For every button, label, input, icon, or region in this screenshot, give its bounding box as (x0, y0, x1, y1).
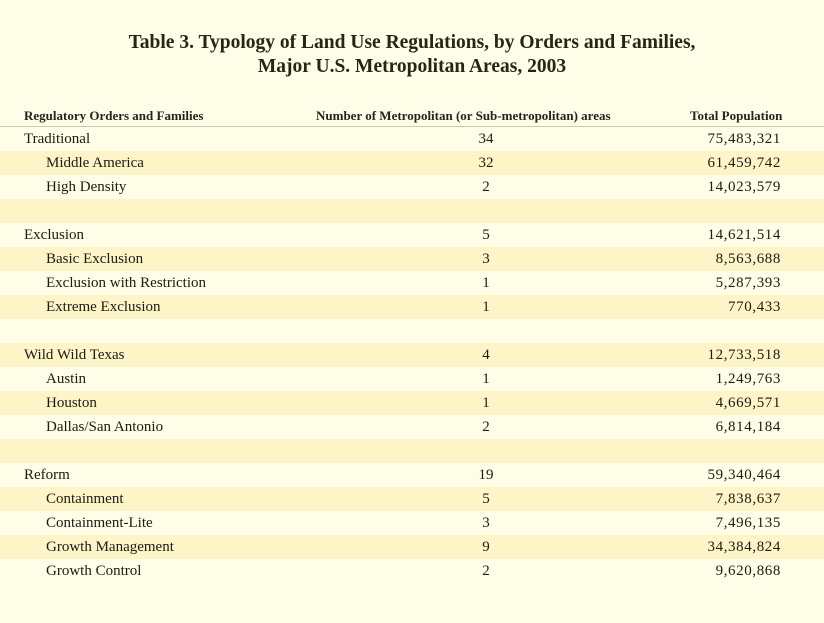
row-population: 7,496,135 (715, 515, 781, 531)
row-population: 1,249,763 (715, 371, 781, 387)
row-count: 1 (482, 275, 490, 291)
row-count: 9 (482, 539, 490, 555)
table-row-growth-control: Growth Control 2 9,620,868 (0, 559, 824, 583)
table-row-reform: Reform 19 59,340,464 (0, 463, 824, 487)
row-count: 2 (482, 563, 490, 579)
table-row-growth-management: Growth Management 9 34,384,824 (0, 535, 824, 559)
row-label: Exclusion with Restriction (46, 275, 206, 291)
table-body: Traditional 34 75,483,321 Middle America… (0, 127, 824, 583)
table-row-exclusion-with-restriction: Exclusion with Restriction 1 5,287,393 (0, 271, 824, 295)
row-count: 5 (482, 491, 490, 507)
row-population: 34,384,824 (707, 539, 781, 555)
row-label: Middle America (46, 155, 144, 171)
row-count: 3 (482, 251, 490, 267)
row-label: Dallas/San Antonio (46, 419, 164, 435)
row-population: 9,620,868 (715, 563, 781, 579)
row-count: 1 (482, 299, 490, 315)
row-count: 1 (482, 395, 490, 411)
header-number-of-areas: Number of Metropolitan (or Sub-metropoli… (316, 108, 611, 123)
row-label: Reform (24, 467, 70, 483)
table-row-wild-wild-texas: Wild Wild Texas 4 12,733,518 (0, 343, 824, 367)
row-label: Growth Management (46, 539, 174, 555)
table-title: Table 3. Typology of Land Use Regulation… (0, 31, 824, 79)
row-count: 4 (482, 347, 490, 363)
row-label: High Density (46, 179, 127, 195)
row-population: 14,023,579 (707, 179, 781, 195)
row-label: Containment-Lite (46, 515, 153, 531)
table-row-extreme-exclusion: Extreme Exclusion 1 770,433 (0, 295, 824, 319)
row-label: Exclusion (24, 227, 84, 243)
table-row-containment: Containment 5 7,838,637 (0, 487, 824, 511)
row-population: 59,340,464 (707, 467, 781, 483)
title-line-1: Table 3. Typology of Land Use Regulation… (128, 32, 696, 53)
row-count: 1 (482, 371, 490, 387)
table-row-middle-america: Middle America 32 61,459,742 (0, 151, 824, 175)
table-row-dallas-san-antonio: Dallas/San Antonio 2 6,814,184 (0, 415, 824, 439)
table-row-traditional: Traditional 34 75,483,321 (0, 127, 824, 151)
row-population: 75,483,321 (707, 131, 781, 147)
table-row-austin: Austin 1 1,249,763 (0, 367, 824, 391)
table-row-houston: Houston 1 4,669,571 (0, 391, 824, 415)
row-population: 14,621,514 (707, 227, 781, 243)
row-label: Growth Control (46, 563, 142, 579)
row-population: 770,433 (728, 299, 781, 315)
row-label: Basic Exclusion (46, 251, 144, 267)
table-row-high-density: High Density 2 14,023,579 (0, 175, 824, 199)
table-row-spacer (0, 439, 824, 463)
row-count: 2 (482, 179, 490, 195)
row-population: 61,459,742 (707, 155, 781, 171)
row-label: Extreme Exclusion (46, 299, 161, 315)
row-population: 7,838,637 (715, 491, 781, 507)
row-population: 8,563,688 (715, 251, 781, 267)
row-population: 6,814,184 (715, 419, 781, 435)
table-header: Regulatory Orders and Families Number of… (0, 106, 824, 127)
row-label: Austin (46, 371, 87, 387)
row-count: 3 (482, 515, 490, 531)
title-line-2: Major U.S. Metropolitan Areas, 2003 (257, 56, 567, 77)
header-regulatory-orders: Regulatory Orders and Families (24, 108, 204, 123)
row-label: Houston (46, 395, 97, 411)
row-label: Wild Wild Texas (24, 347, 125, 363)
row-count: 2 (482, 419, 490, 435)
table-row-containment-lite: Containment-Lite 3 7,496,135 (0, 511, 824, 535)
row-count: 34 (478, 131, 494, 147)
row-population: 12,733,518 (707, 347, 781, 363)
table-row-spacer (0, 199, 824, 223)
row-count: 5 (482, 227, 490, 243)
table-row-basic-exclusion: Basic Exclusion 3 8,563,688 (0, 247, 824, 271)
row-label: Traditional (24, 131, 91, 147)
row-count: 19 (478, 467, 494, 483)
table-row-spacer (0, 319, 824, 343)
row-count: 32 (478, 155, 494, 171)
table-row-exclusion: Exclusion 5 14,621,514 (0, 223, 824, 247)
row-population: 4,669,571 (715, 395, 781, 411)
row-population: 5,287,393 (715, 275, 781, 291)
header-total-population: Total Population (690, 108, 783, 123)
row-label: Containment (46, 491, 124, 507)
